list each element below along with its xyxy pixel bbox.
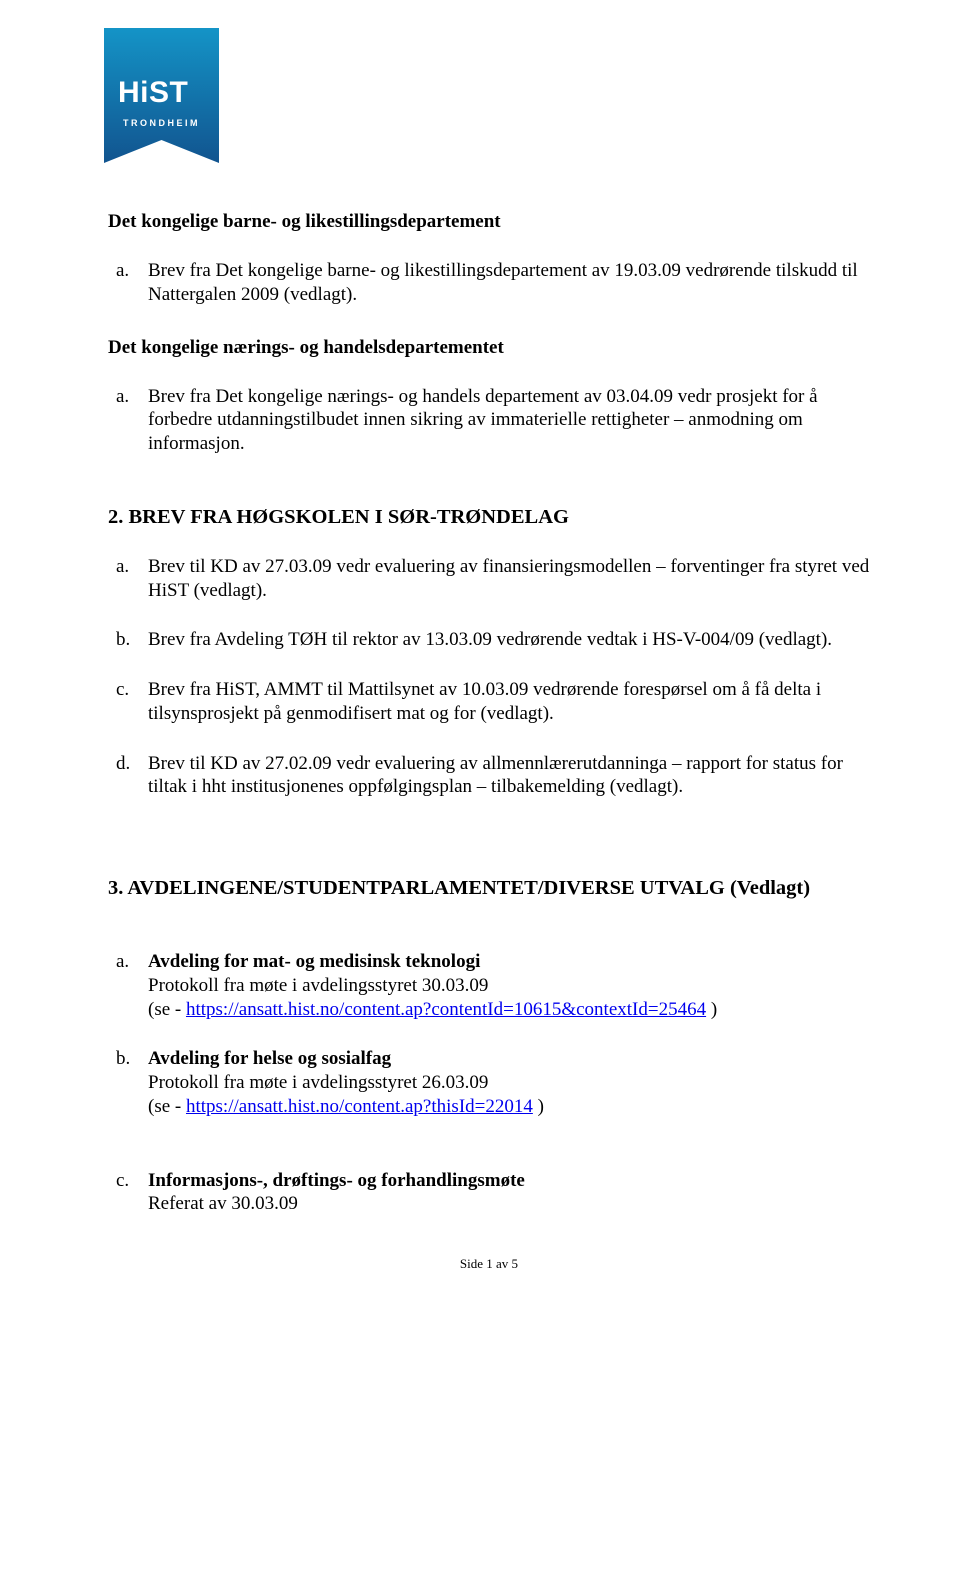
list-item-bold: Avdeling for helse og sosialfag <box>148 1048 391 1069</box>
section1-title: Det kongelige barne- og likestillingsdep… <box>108 211 870 233</box>
section3-item-a: Brev til KD av 27.03.09 vedr evaluering … <box>148 555 870 603</box>
section2-list: Brev fra Det kongelige nærings- og hande… <box>108 385 870 456</box>
section3-list: Brev til KD av 27.03.09 vedr evaluering … <box>108 555 870 799</box>
section3-title: 2. BREV FRA HØGSKOLEN I SØR-TRØNDELAG <box>108 506 870 529</box>
list-item-text: Brev fra Avdeling TØH til rektor av 13.0… <box>148 629 832 650</box>
list-item-bold: Informasjons-, drøftings- og forhandling… <box>148 1170 525 1191</box>
section3-item-b: Brev fra Avdeling TØH til rektor av 13.0… <box>148 628 870 652</box>
logo: HiST TRONDHEIM <box>104 28 219 163</box>
section1-list: Brev fra Det kongelige barne- og likesti… <box>108 259 870 307</box>
list-item-line2: Referat av 30.03.09 <box>148 1193 298 1214</box>
list-item-prelink: (se - <box>148 1096 186 1117</box>
section4-item-a-link[interactable]: https://ansatt.hist.no/content.ap?conten… <box>186 999 706 1020</box>
list-item-text: Brev fra Det kongelige barne- og likesti… <box>148 260 858 305</box>
section1-item-a: Brev fra Det kongelige barne- og likesti… <box>148 259 870 307</box>
list-item-postlink: ) <box>706 999 717 1020</box>
list-item-text: Brev fra HiST, AMMT til Mattilsynet av 1… <box>148 679 821 724</box>
section2-title: Det kongelige nærings- og handelsdeparte… <box>108 337 870 359</box>
section2-item-a: Brev fra Det kongelige nærings- og hande… <box>148 385 870 456</box>
list-item-postlink: ) <box>533 1096 544 1117</box>
list-item-bold: Avdeling for mat- og medisinsk teknologi <box>148 951 480 972</box>
section4-item-c: Informasjons-, drøftings- og forhandling… <box>148 1169 870 1217</box>
section3-item-c: Brev fra HiST, AMMT til Mattilsynet av 1… <box>148 678 870 726</box>
section4-item-b-link[interactable]: https://ansatt.hist.no/content.ap?thisId… <box>186 1096 533 1117</box>
section3-item-d: Brev til KD av 27.02.09 vedr evaluering … <box>148 752 870 800</box>
list-item-line2: Protokoll fra møte i avdelingsstyret 26.… <box>148 1072 488 1093</box>
section4-title: 3. AVDELINGENE/STUDENTPARLAMENTET/DIVERS… <box>108 877 870 900</box>
section4-item-a: Avdeling for mat- og medisinsk teknologi… <box>148 950 870 1021</box>
list-item-prelink: (se - <box>148 999 186 1020</box>
section4-item-b: Avdeling for helse og sosialfag Protokol… <box>148 1047 870 1118</box>
logo-wordmark: HiST <box>118 76 188 110</box>
section4-list: Avdeling for mat- og medisinsk teknologi… <box>108 950 870 1216</box>
logo-city: TRONDHEIM <box>104 118 219 128</box>
list-item-line2: Protokoll fra møte i avdelingsstyret 30.… <box>148 975 488 996</box>
list-item-text: Brev til KD av 27.02.09 vedr evaluering … <box>148 753 843 798</box>
list-item-text: Brev fra Det kongelige nærings- og hande… <box>148 386 818 455</box>
page-footer: Side 1 av 5 <box>108 1256 870 1272</box>
list-item-text: Brev til KD av 27.03.09 vedr evaluering … <box>148 556 869 601</box>
